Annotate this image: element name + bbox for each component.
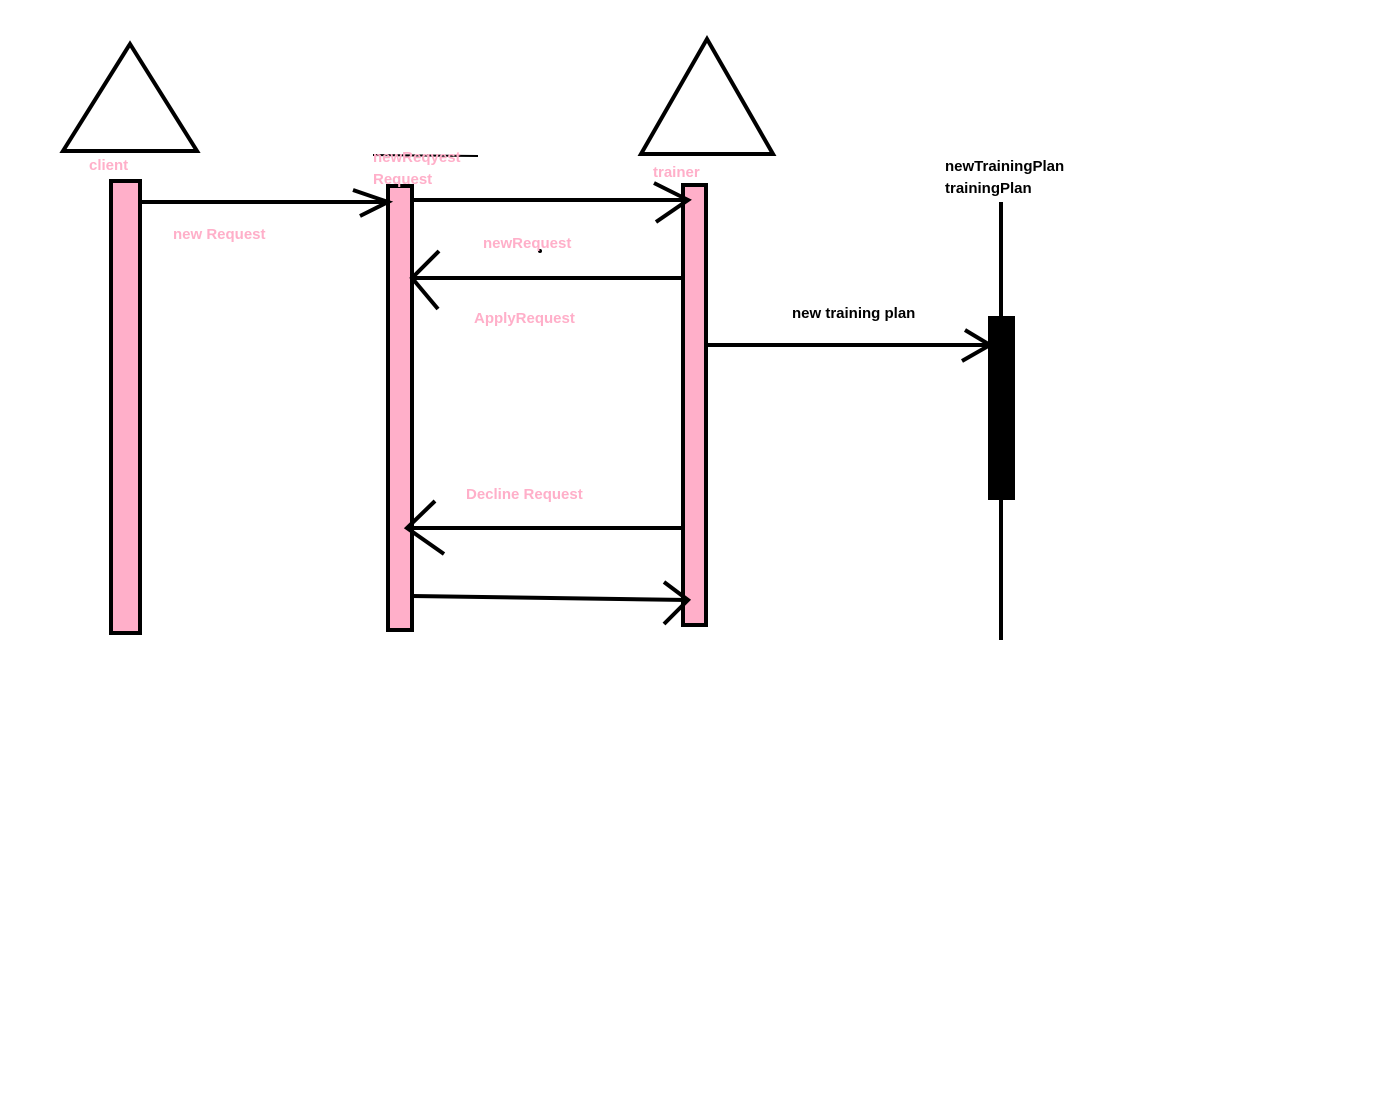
request-activation-bar — [386, 184, 414, 632]
arrow-new-request-return — [409, 249, 683, 311]
request-label: Request — [373, 171, 433, 188]
trainer-label: trainer — [653, 164, 700, 181]
training-plan-label-line2: trainingPlan — [945, 180, 1032, 197]
message-new-request-return: newRequest — [483, 235, 572, 252]
training-plan-activation-bar — [988, 316, 1015, 500]
message-apply-request: ApplyRequest — [474, 310, 575, 327]
arrow-new-request — [141, 188, 394, 218]
strikethrough-line — [372, 154, 479, 157]
arrow-decline-request — [403, 499, 683, 556]
message-new-request: new Request — [173, 226, 266, 243]
request-struck-label: newReqyest — [373, 149, 461, 166]
arrow-new-training-plan — [707, 328, 994, 363]
arrow-request-to-trainer — [412, 181, 692, 224]
training-plan-label-line1: newTrainingPlan — [945, 158, 1065, 175]
client-label: client — [89, 157, 129, 174]
client-activation-bar — [109, 179, 142, 635]
message-decline-request: Decline Request — [466, 486, 583, 503]
trainer-activation-bar — [681, 183, 708, 627]
message-new-training-plan: new training plan — [792, 305, 916, 322]
stray-dot — [538, 249, 542, 253]
client-actor-triangle — [59, 40, 201, 153]
trainer-actor-triangle — [637, 34, 777, 156]
arrow-request-to-trainer-bottom — [411, 580, 692, 626]
